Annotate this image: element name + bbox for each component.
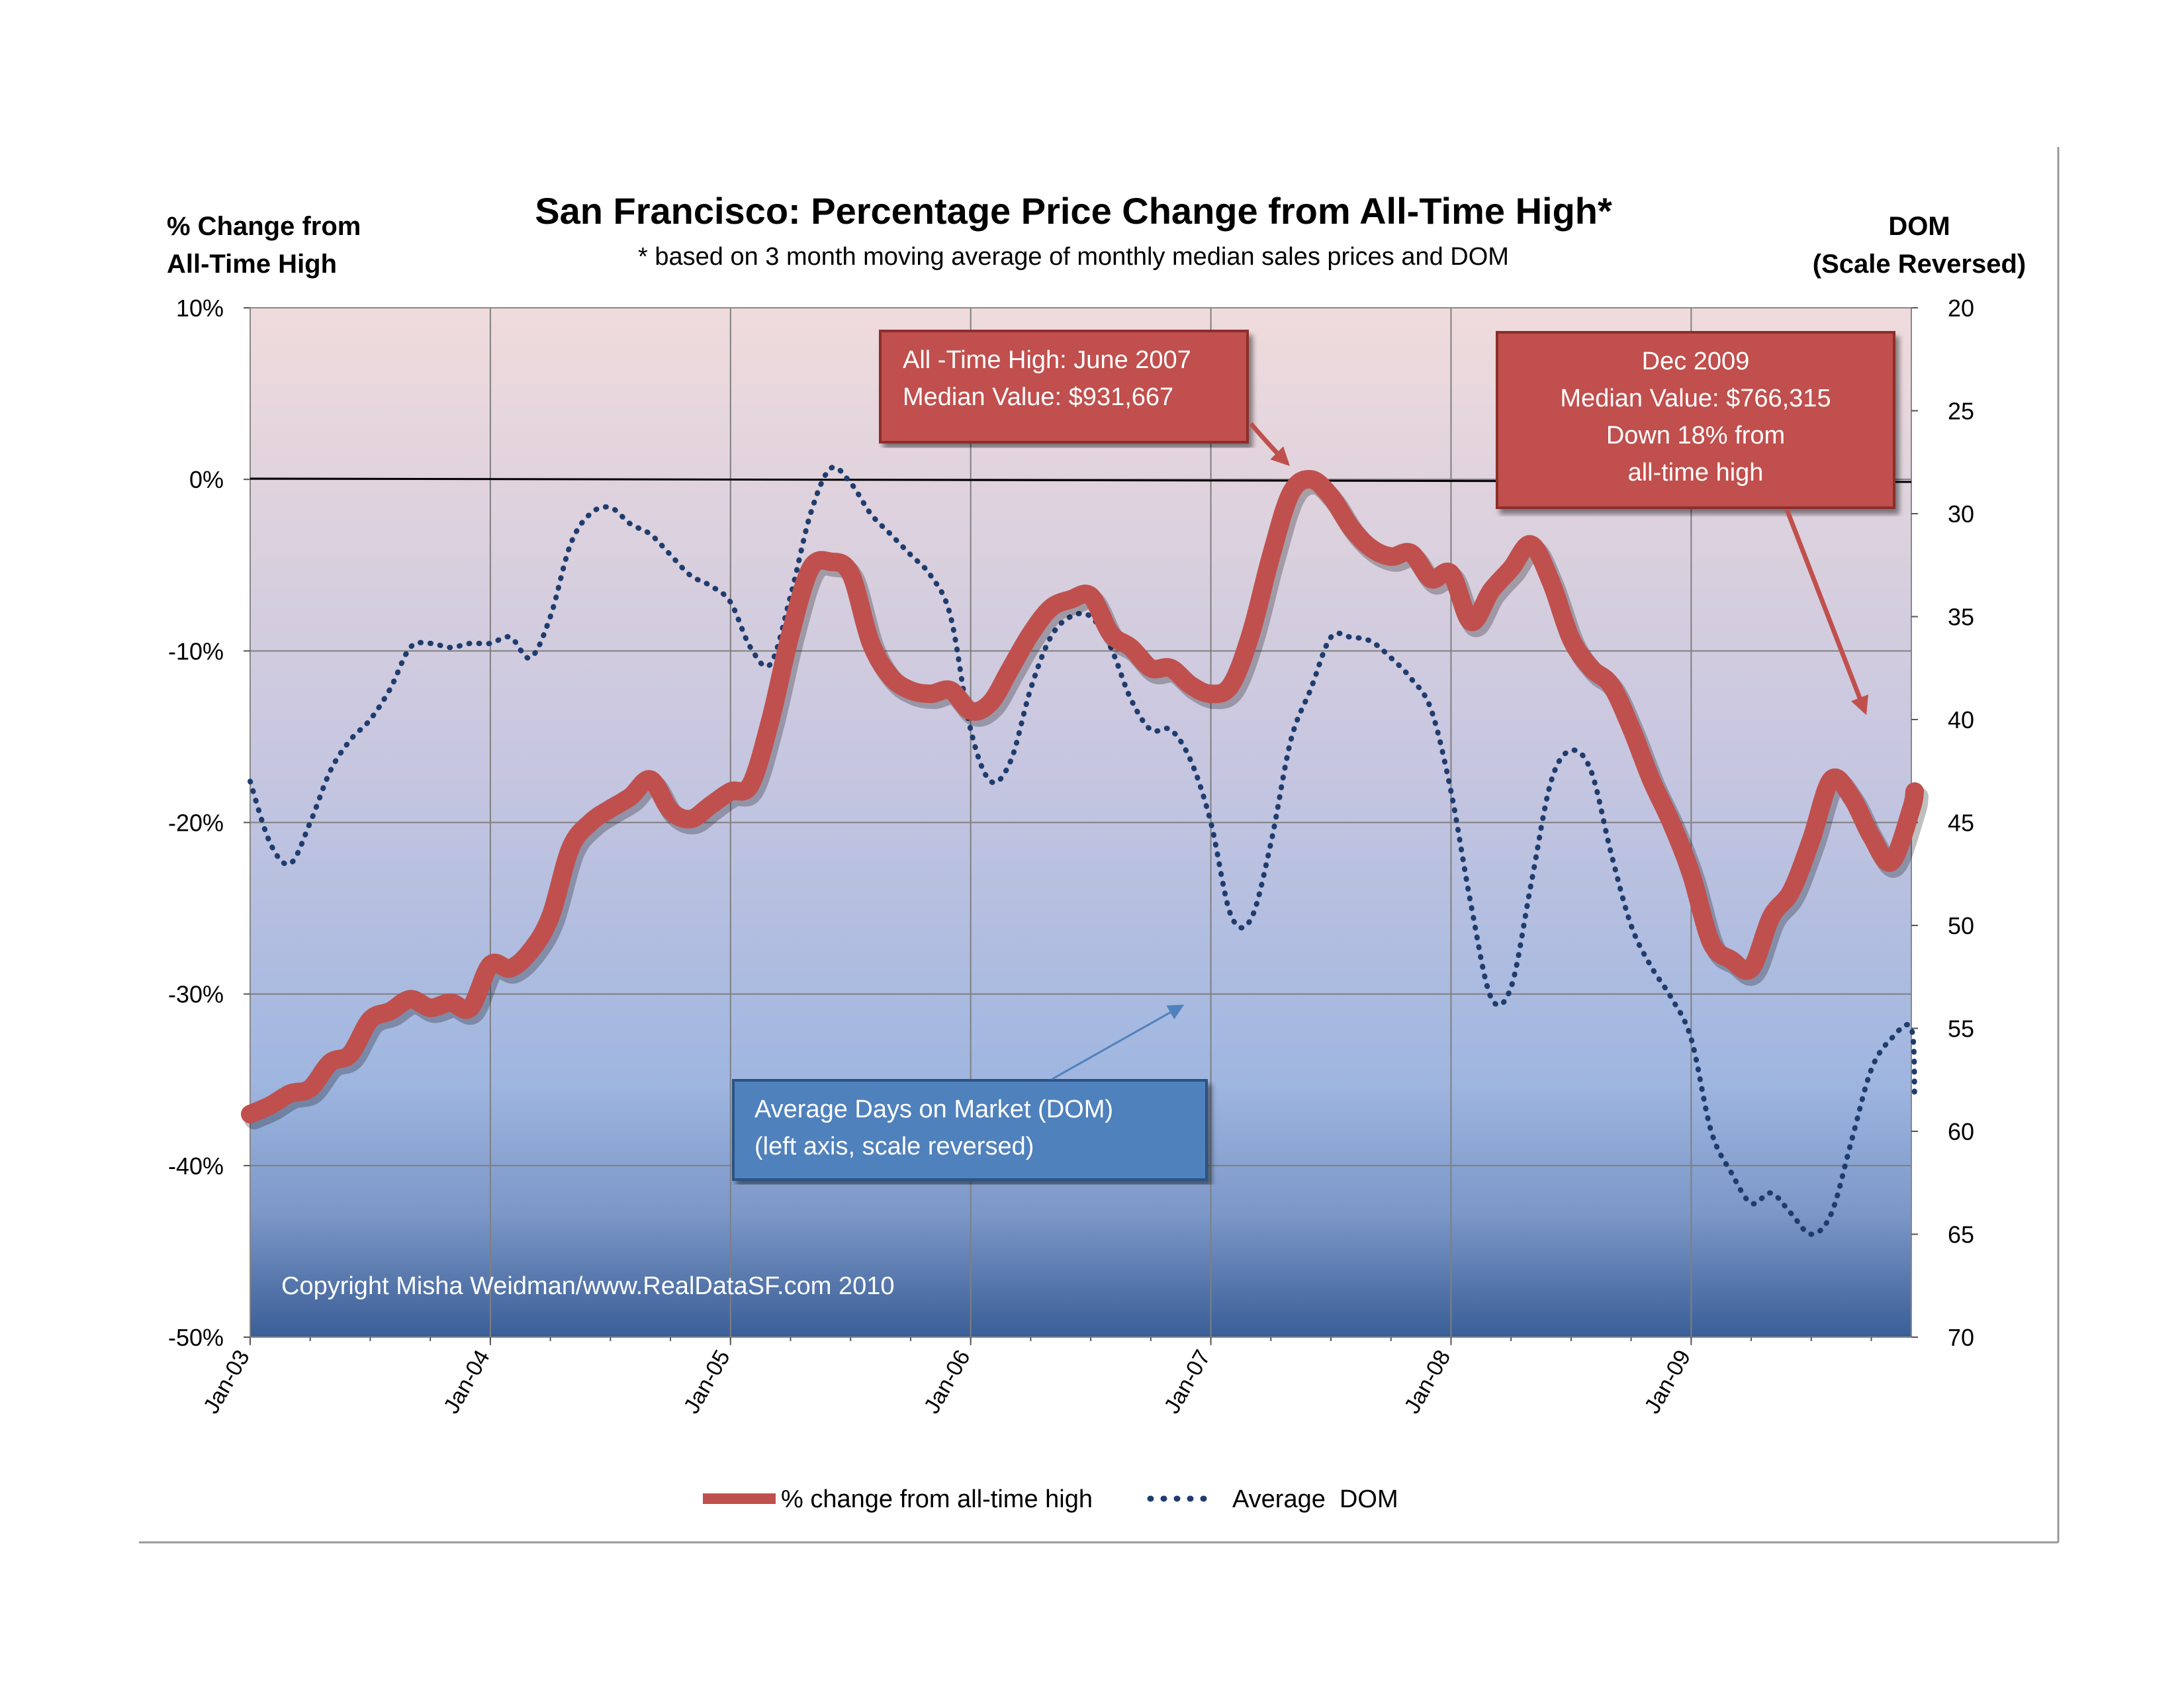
legend-label-dom: Average DOM [1232, 1485, 1398, 1513]
series-line-dom [248, 464, 1917, 1237]
annotation-dec-2009-box [1496, 331, 1895, 509]
x-tick-label: Jan-06 [919, 1346, 976, 1418]
y-right-tick-label: 55 [1948, 1015, 1974, 1043]
y-right-tick-labels: 20 25 30 35 40 45 50 55 60 65 70 [1911, 295, 1974, 1351]
y-right-tick-label: 35 [1948, 604, 1974, 631]
y-right-tick-label: 70 [1948, 1324, 1974, 1351]
x-tick-label: Jan-08 [1399, 1346, 1455, 1418]
annotation-dom-note [732, 1079, 1208, 1181]
y-left-tick-label: -10% [168, 637, 224, 665]
chart-title: San Francisco: Percentage Price Change f… [535, 190, 1612, 232]
annotation-all-time-high-line2: Median Value: $931,667 [903, 383, 1173, 411]
y-left-tick-label: -40% [168, 1152, 224, 1180]
x-tick-label: Jan-03 [199, 1346, 255, 1418]
x-tick-labels: Jan-03 Jan-04 Jan-05 Jan-06 Jan-07 Jan-08 Jan-… [199, 1337, 1872, 1418]
y-left-tick-label: -20% [168, 810, 224, 837]
annotation-dec-2009-line1: Dec 2009 [1642, 348, 1750, 375]
annotation-dec-2009-line2: Median Value: $766,315 [1560, 385, 1831, 412]
y-left-label-line2: All-Time High [167, 250, 337, 279]
legend: % change from all-time high Average DOM [703, 1485, 1398, 1513]
y-right-tick-label: 20 [1948, 295, 1974, 322]
annotation-dom-note-line2: (left axis, scale reversed) [754, 1133, 1034, 1160]
annotation-dom-note-line1: Average Days on Market (DOM) [754, 1096, 1113, 1123]
y-right-label-line1: DOM [1888, 212, 1950, 241]
x-tick-label: Jan-07 [1160, 1346, 1216, 1418]
y-right-tick-label: 30 [1948, 500, 1974, 528]
y-left-tick-label: -30% [168, 981, 224, 1008]
chart-subtitle: * based on 3 month moving average of mon… [638, 243, 1509, 271]
y-left-tick-labels: 10% 0% -10% -20% -30% -40% -50% [168, 295, 250, 1351]
y-right-tick-label: 40 [1948, 706, 1974, 733]
y-left-tick-label: -50% [168, 1324, 224, 1351]
y-right-tick-label: 45 [1948, 810, 1974, 837]
y-right-tick-label: 50 [1948, 912, 1974, 939]
y-right-label-line2: (Scale Reversed) [1813, 250, 2026, 279]
y-right-tick-label: 60 [1948, 1118, 1974, 1145]
annotation-all-time-high-line1: All -Time High: June 2007 [903, 346, 1191, 374]
series [241, 464, 1929, 1237]
y-left-tick-label: 0% [189, 466, 224, 493]
y-right-tick-label: 25 [1948, 398, 1974, 425]
y-left-tick-label: 10% [176, 295, 224, 322]
annotation-all-time-high-box [879, 330, 1249, 444]
legend-label-price: % change from all-time high [781, 1485, 1093, 1513]
annotation-dom-note-arrow [1052, 1004, 1185, 1080]
y-left-label-line1: % Change from [167, 212, 361, 241]
copyright-text: Copyright Misha Weidman/www.RealDataSF.c… [281, 1272, 894, 1300]
annotation-dec-2009-line3: Down 18% from [1606, 422, 1785, 449]
annotation-dec-2009-arrow [1784, 508, 1868, 716]
x-tick-label: Jan-05 [679, 1346, 735, 1418]
y-right-tick-label: 65 [1948, 1221, 1974, 1248]
annotation-all-time-high [879, 330, 1249, 444]
annotation-all-time-high-arrow [1249, 422, 1290, 466]
annotation-dec-2009 [1496, 331, 1895, 509]
annotation-dom-note-box [732, 1079, 1208, 1181]
series-line-price [241, 470, 1924, 1124]
x-tick-label: Jan-04 [439, 1346, 495, 1418]
x-tick-label: Jan-09 [1639, 1346, 1696, 1418]
annotation-dec-2009-line4: all-time high [1628, 459, 1764, 487]
